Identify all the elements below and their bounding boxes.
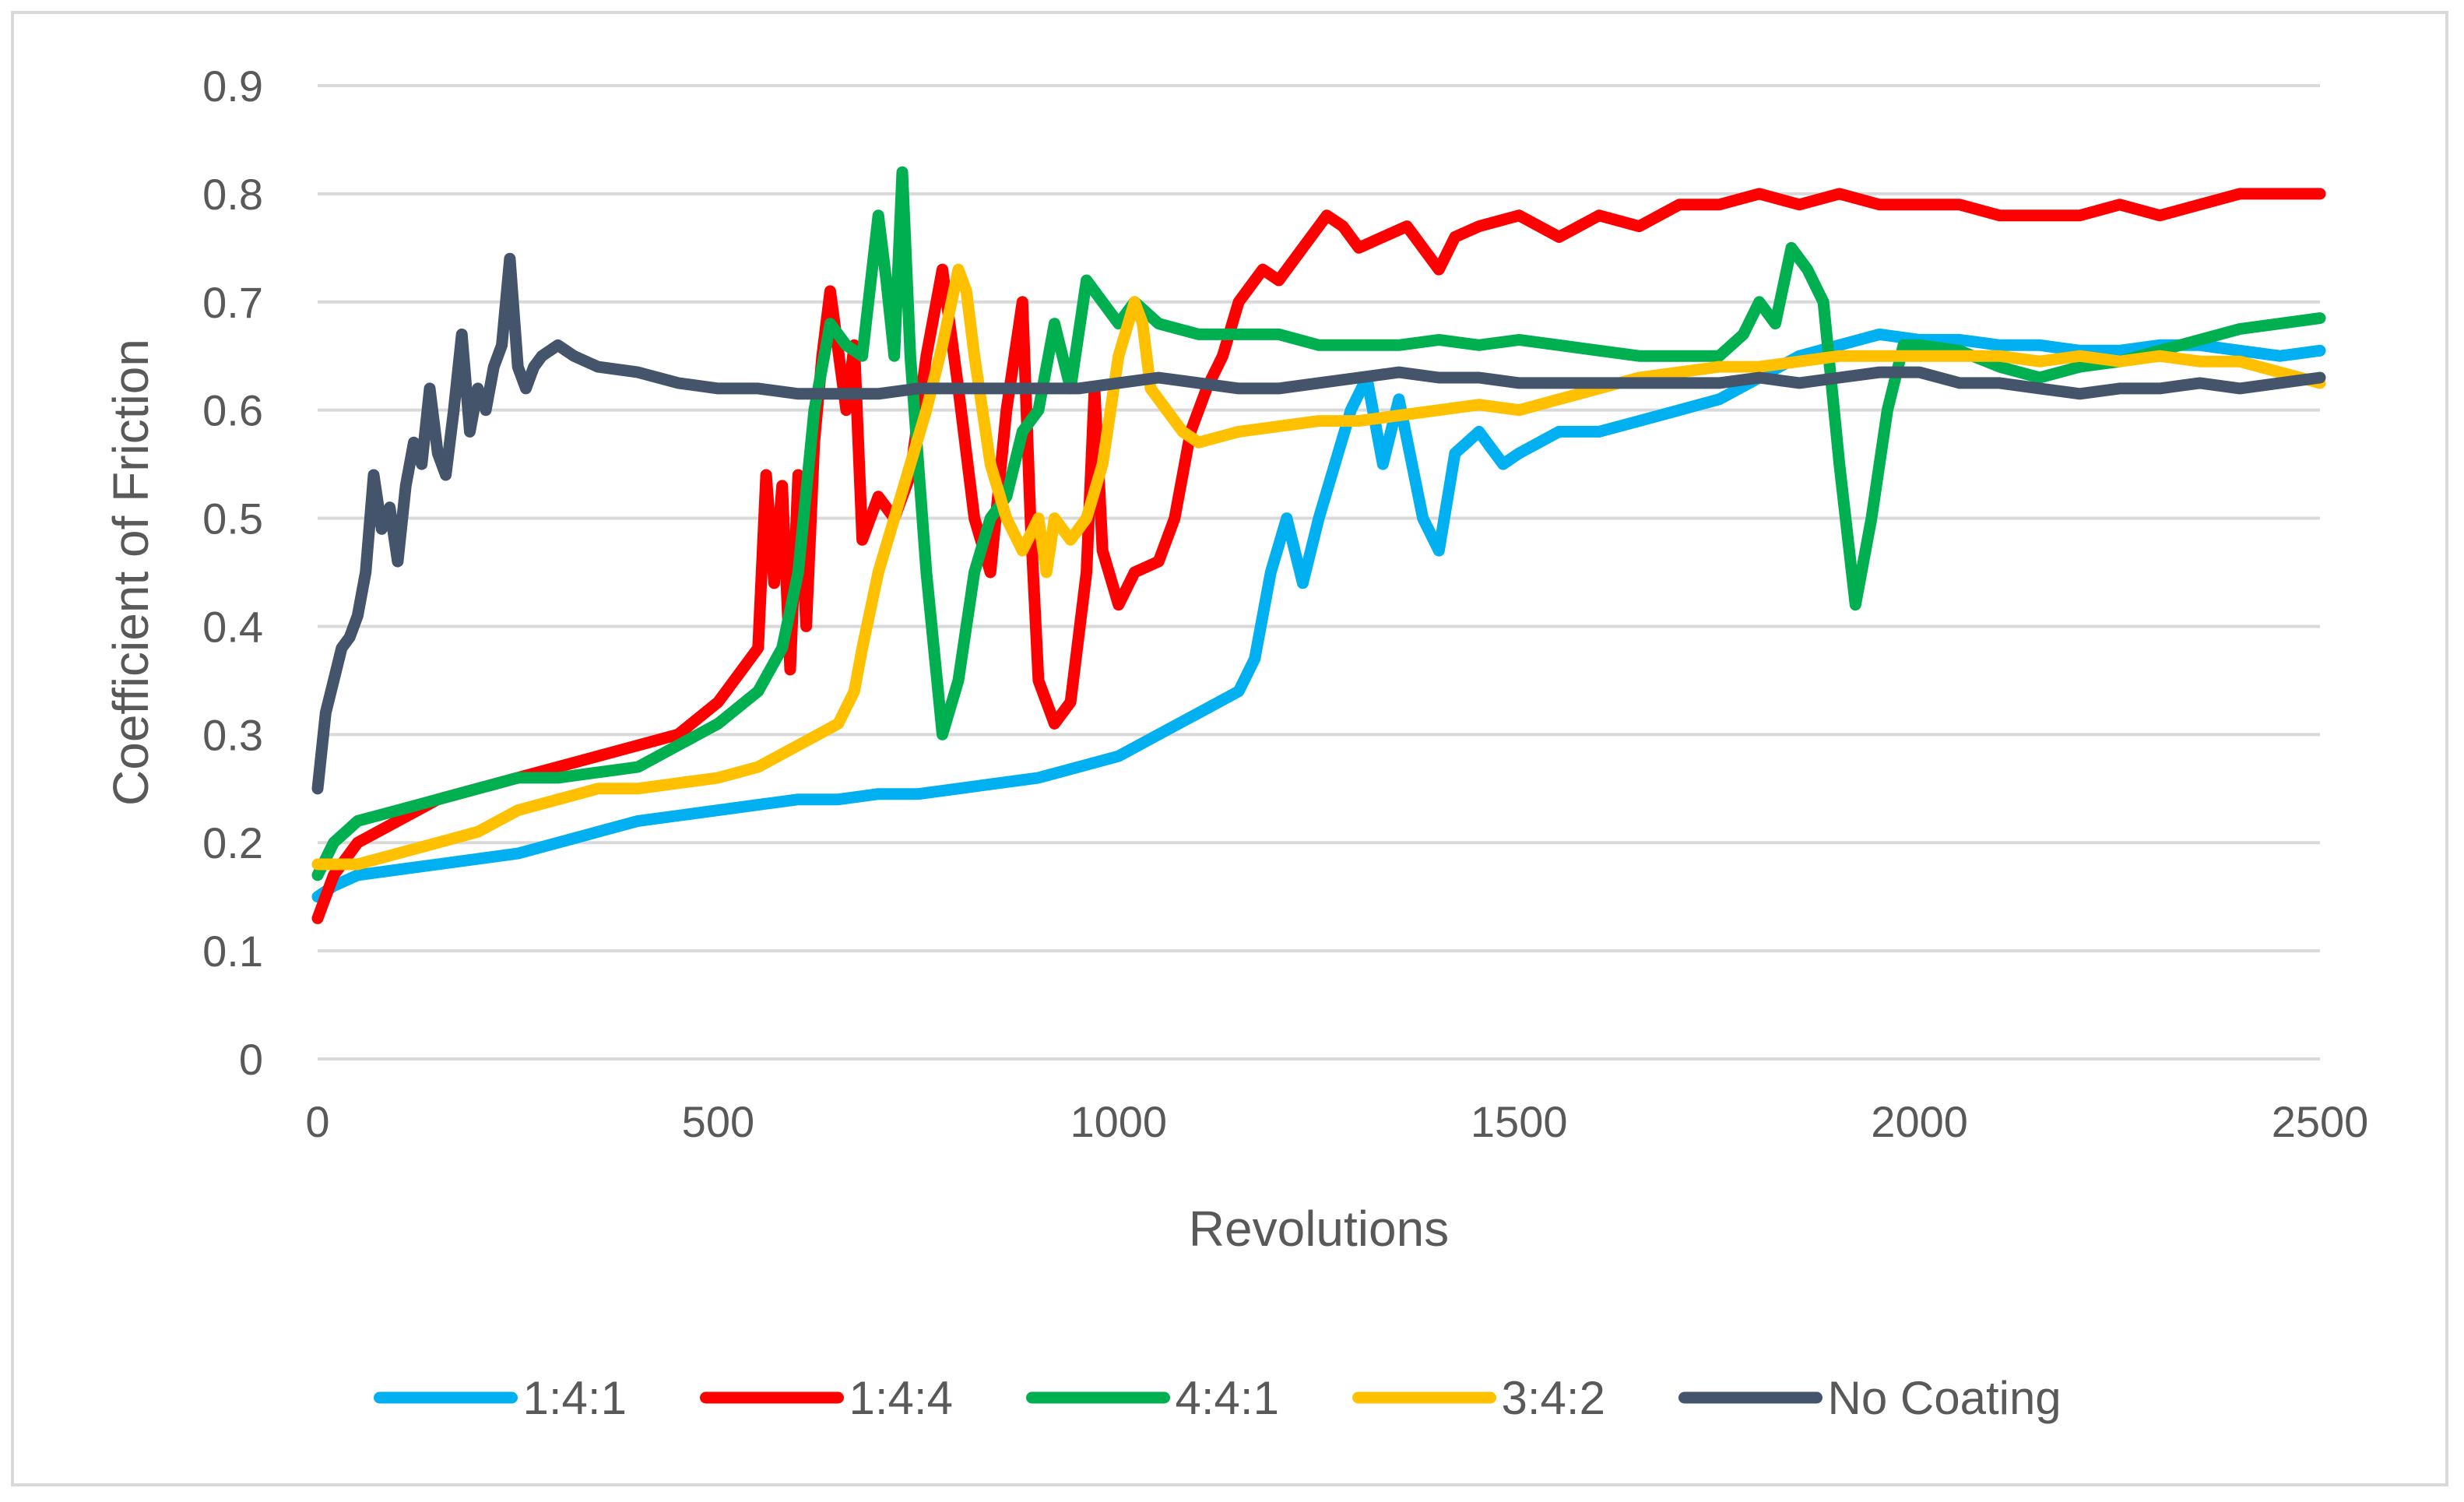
x-tick-label: 500 (682, 1097, 754, 1146)
gridlines (318, 84, 2320, 1061)
legend-label: 1:4:1 (523, 1372, 627, 1424)
legend: 1:4:1 1:4:4 4:4:1 3:4:2 No Coating (374, 1372, 2062, 1424)
legend-label: 3:4:2 (1502, 1372, 1605, 1424)
y-axis-tick-labels: 0 0.1 0.2 0.3 0.4 0.5 0.6 0.7 0.8 0.9 (202, 62, 263, 1084)
legend-label: No Coating (1828, 1372, 2062, 1424)
x-tick-label: 2000 (1871, 1097, 1968, 1146)
series-line-3 (311, 263, 2326, 871)
x-tick-label: 0 (305, 1097, 329, 1146)
y-tick-label: 0.1 (202, 927, 263, 976)
x-tick-label: 1000 (1070, 1097, 1168, 1146)
y-tick-label: 0 (239, 1035, 263, 1084)
y-tick-label: 0.4 (202, 602, 263, 651)
chart-frame (11, 11, 2448, 1486)
series-lines (311, 166, 2326, 924)
y-tick-label: 0.6 (202, 386, 263, 435)
x-tick-label: 1500 (1471, 1097, 1568, 1146)
y-tick-label: 0.8 (202, 170, 263, 219)
y-tick-label: 0.3 (202, 710, 263, 759)
y-tick-label: 0.9 (202, 62, 263, 111)
x-axis-title: Revolutions (1189, 1201, 1449, 1257)
x-axis-tick-labels: 0 500 1000 1500 2000 2500 (305, 1097, 2368, 1146)
series-line-4 (311, 252, 2326, 795)
legend-label: 4:4:1 (1176, 1372, 1279, 1424)
y-tick-label: 0.2 (202, 818, 263, 867)
x-tick-label: 2500 (2272, 1097, 2369, 1146)
y-tick-label: 0.7 (202, 278, 263, 327)
y-axis-title: Coefficient of Friction (103, 339, 159, 806)
legend-label: 1:4:4 (849, 1372, 953, 1424)
y-tick-label: 0.5 (202, 494, 263, 543)
